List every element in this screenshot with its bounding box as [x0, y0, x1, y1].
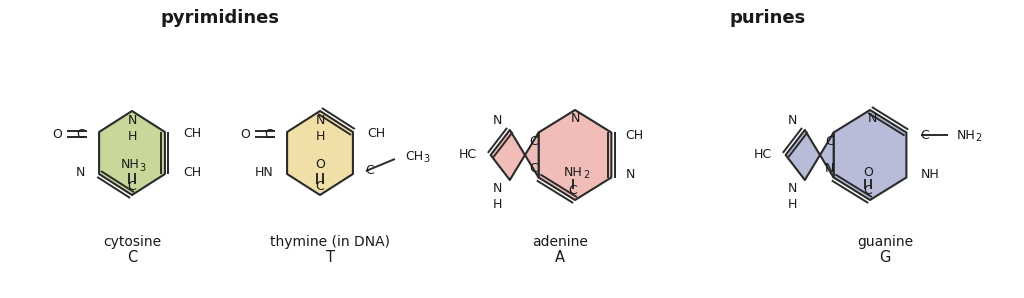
Text: C: C	[825, 135, 834, 148]
Text: CH: CH	[626, 129, 643, 142]
Text: CH: CH	[183, 165, 201, 179]
Text: C: C	[365, 164, 374, 178]
Text: A: A	[555, 251, 565, 266]
Text: C: C	[128, 181, 136, 193]
Text: NH: NH	[956, 129, 975, 142]
Text: HN: HN	[254, 165, 273, 179]
Text: N: N	[626, 168, 635, 181]
Text: HC: HC	[754, 148, 772, 162]
Polygon shape	[287, 111, 353, 195]
Text: purines: purines	[730, 9, 806, 27]
Text: H: H	[493, 198, 502, 210]
Text: H: H	[315, 130, 325, 142]
Text: N: N	[570, 113, 580, 125]
Text: NH: NH	[121, 159, 139, 172]
Text: H: H	[787, 198, 797, 210]
Text: O: O	[863, 165, 872, 179]
Text: NH: NH	[563, 165, 583, 179]
Text: CH: CH	[367, 128, 385, 140]
Polygon shape	[834, 110, 906, 200]
Text: N: N	[493, 182, 502, 195]
Text: C: C	[921, 129, 929, 142]
Text: O: O	[52, 128, 62, 140]
Text: C: C	[264, 128, 273, 140]
Polygon shape	[785, 130, 834, 180]
Text: N: N	[315, 114, 325, 126]
Text: G: G	[880, 251, 891, 266]
Text: N: N	[127, 114, 136, 126]
Text: 2: 2	[976, 134, 982, 144]
Text: N: N	[825, 162, 835, 175]
Polygon shape	[490, 130, 539, 180]
Text: N: N	[787, 182, 797, 195]
Text: 3: 3	[139, 163, 145, 173]
Text: N: N	[493, 114, 502, 128]
Text: adenine: adenine	[532, 235, 588, 249]
Text: cytosine: cytosine	[103, 235, 161, 249]
Text: thymine (in DNA): thymine (in DNA)	[270, 235, 390, 249]
Text: C: C	[529, 162, 538, 175]
Text: CH: CH	[404, 150, 423, 162]
Text: 3: 3	[423, 154, 429, 164]
Text: C: C	[568, 184, 578, 198]
Text: O: O	[315, 159, 325, 172]
Text: H: H	[127, 130, 136, 142]
Text: pyrimidines: pyrimidines	[161, 9, 280, 27]
Text: O: O	[241, 128, 250, 140]
Polygon shape	[539, 110, 611, 200]
Text: N: N	[76, 165, 85, 179]
Text: 2: 2	[583, 170, 589, 180]
Text: HC: HC	[459, 148, 476, 162]
Text: C: C	[863, 184, 872, 198]
Text: C: C	[315, 181, 325, 193]
Text: C: C	[529, 135, 538, 148]
Text: N: N	[867, 113, 877, 125]
Text: N: N	[787, 114, 797, 128]
Text: guanine: guanine	[857, 235, 913, 249]
Text: C: C	[77, 128, 85, 140]
Polygon shape	[99, 111, 165, 195]
Text: C: C	[127, 251, 137, 266]
Text: CH: CH	[183, 128, 201, 140]
Text: NH: NH	[921, 168, 939, 181]
Text: T: T	[326, 251, 335, 266]
